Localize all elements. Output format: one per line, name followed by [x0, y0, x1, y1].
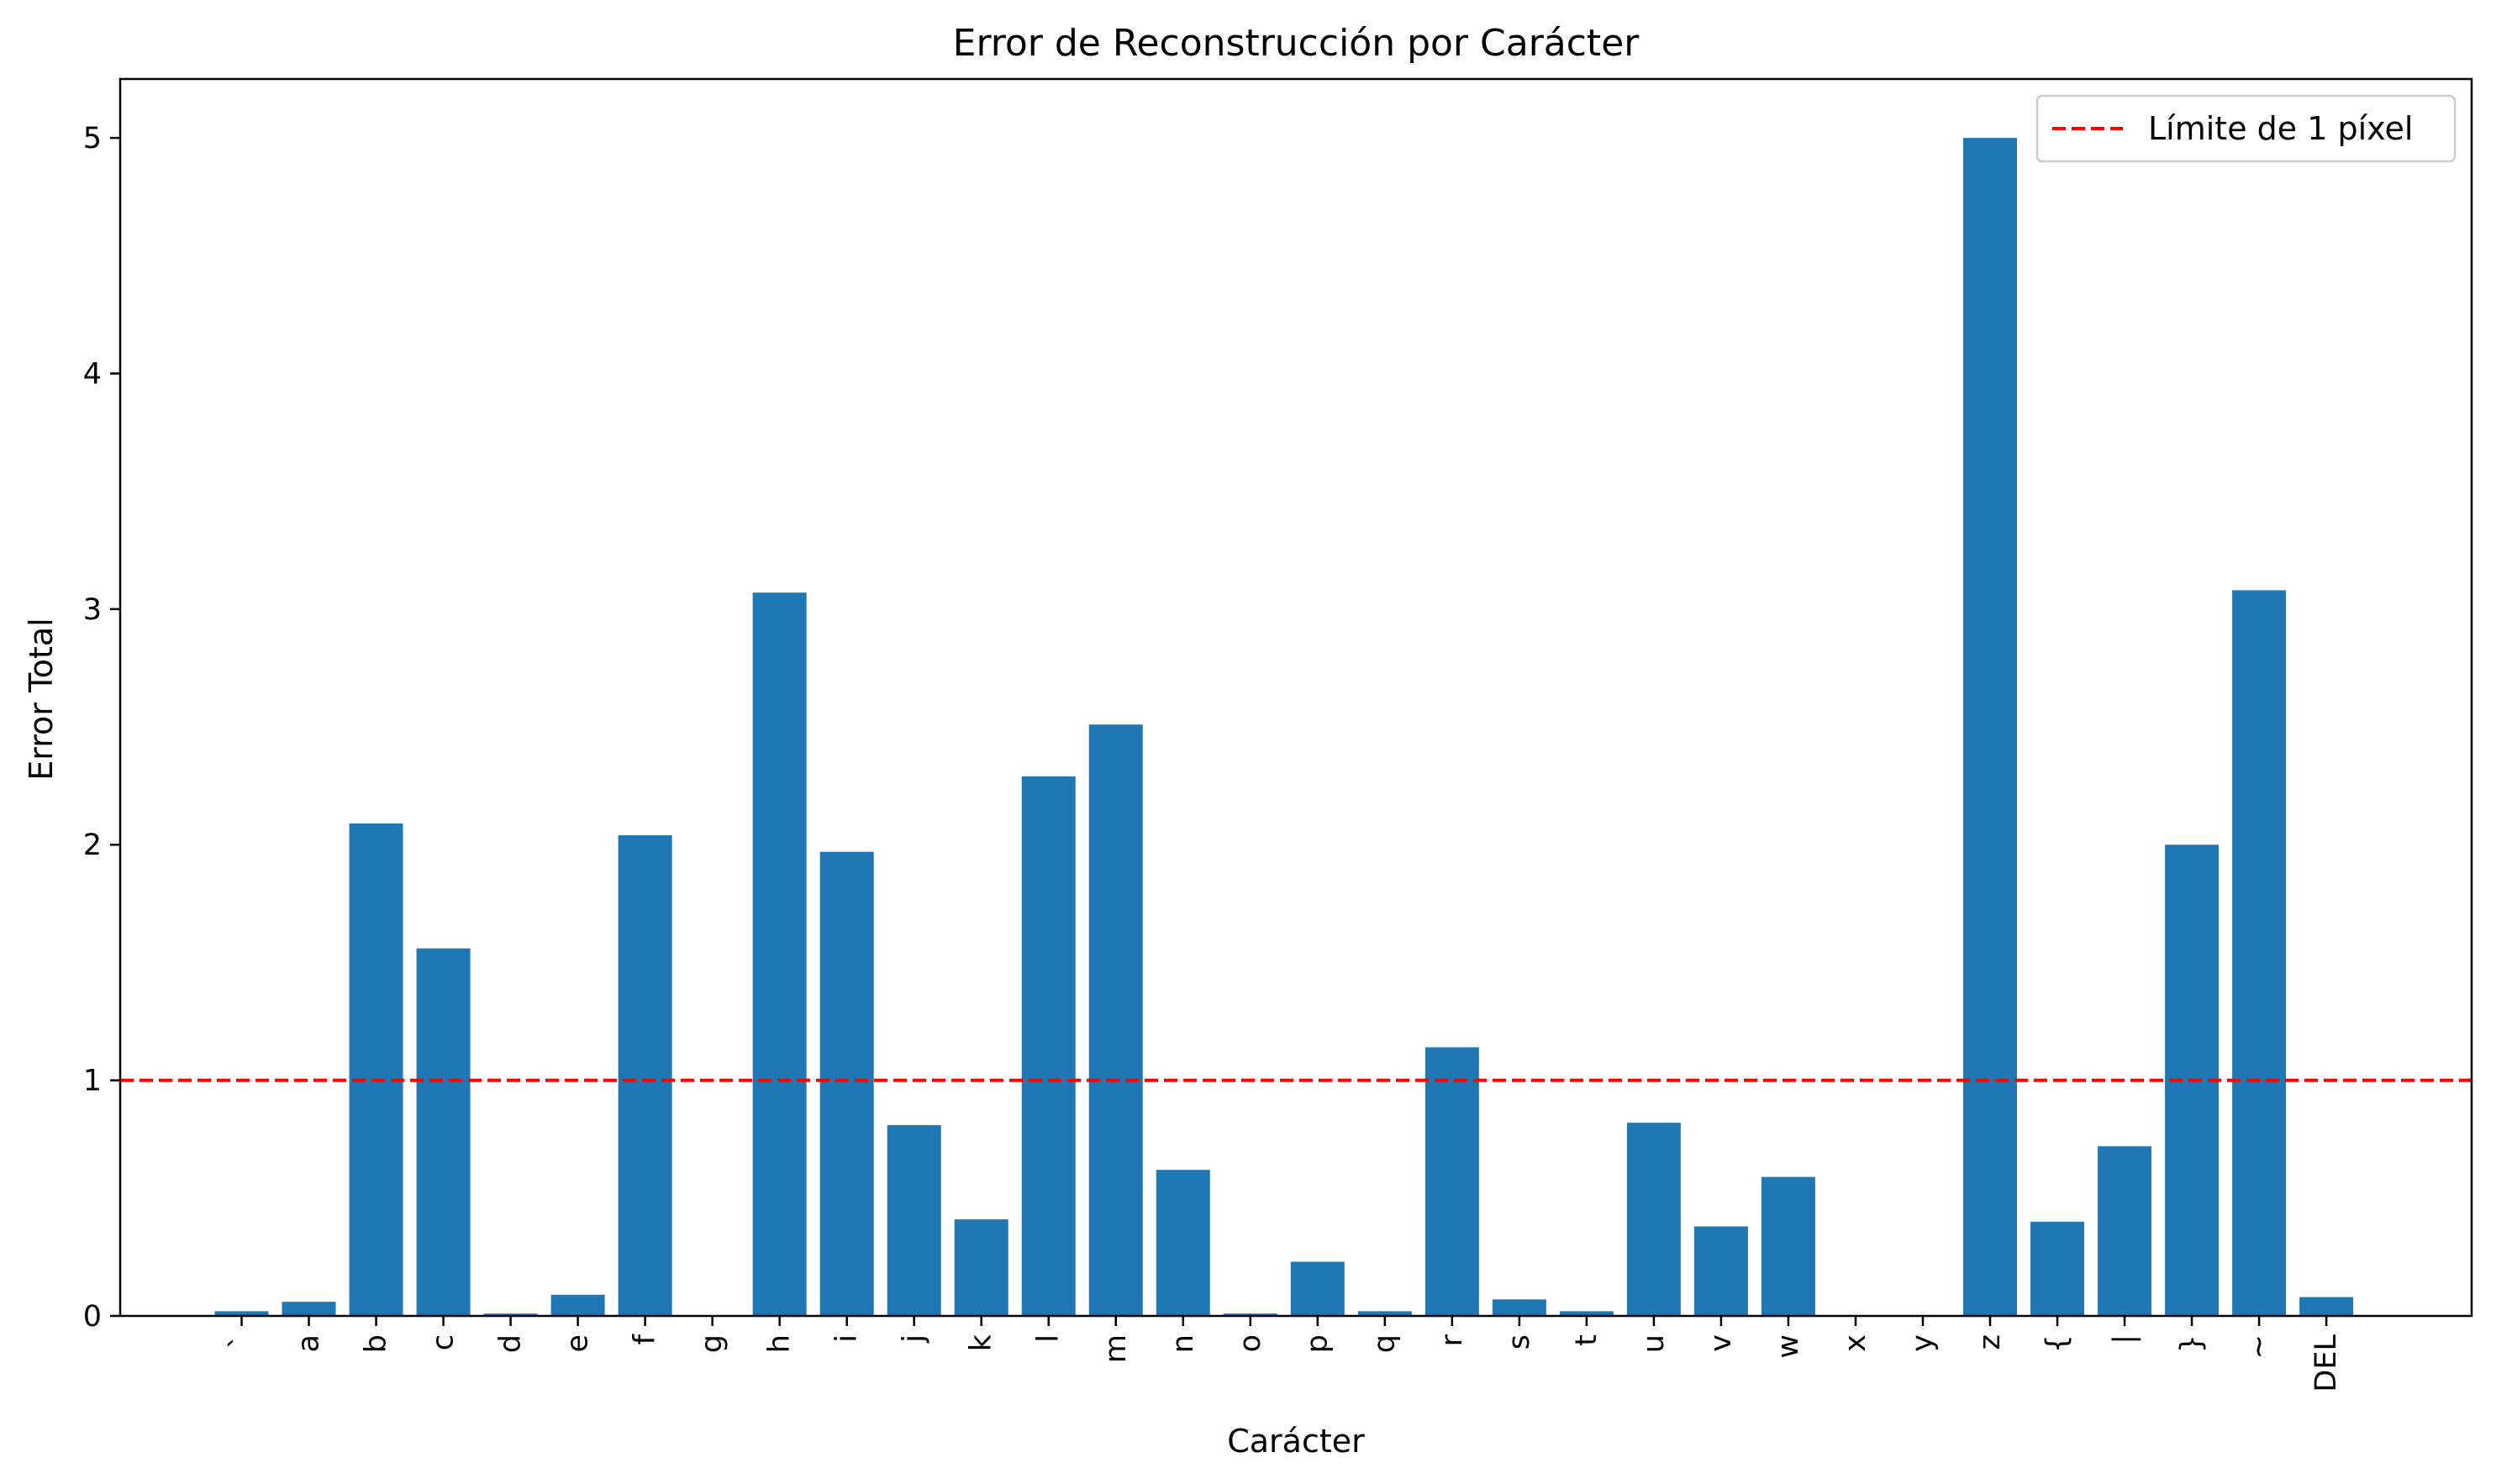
bar-4 [483, 1313, 538, 1316]
legend: Límite de 1 píxel [2035, 94, 2457, 163]
bar-3 [416, 948, 471, 1316]
x-tick-label-21: u [1637, 1334, 1671, 1353]
y-axis-ticks: 0 1 2 3 4 5 [83, 122, 120, 1334]
x-tick-label-4: d [494, 1334, 528, 1353]
x-tick-label-26: z [1973, 1334, 2007, 1350]
bar-17 [1357, 1311, 1412, 1316]
x-tick-label-10: j [898, 1334, 931, 1344]
bar-12 [1021, 776, 1076, 1316]
x-tick-label-24: x [1839, 1334, 1872, 1352]
x-tick-label-9: i [830, 1334, 864, 1343]
x-tick-label-3: c [427, 1334, 461, 1350]
y-tick-label-2: 2 [83, 829, 102, 862]
bar-0 [214, 1311, 269, 1316]
x-tick-label-30: ~ [2242, 1334, 2276, 1359]
x-tick-label-18: r [1435, 1334, 1469, 1346]
x-tick-label-29: } [2175, 1334, 2209, 1353]
legend-entry-reference-line: Límite de 1 píxel [2148, 110, 2413, 147]
x-tick-label-1: a [292, 1334, 326, 1352]
x-tick-label-2: b [360, 1334, 393, 1353]
x-tick-label-16: p [1301, 1334, 1335, 1353]
x-tick-label-6: f [629, 1334, 662, 1345]
y-axis-label: Error Total [23, 618, 60, 780]
bar-31 [2299, 1297, 2354, 1316]
chart-title: Error de Reconstrucción por Carácter [953, 22, 1640, 65]
plot-frame [118, 77, 2473, 1318]
y-tick-label-1: 1 [83, 1065, 102, 1098]
x-tick-label-27: { [2041, 1334, 2074, 1353]
bar-5 [550, 1294, 605, 1316]
x-tick-label-14: n [1166, 1334, 1200, 1353]
x-tick-label-15: o [1234, 1334, 1267, 1352]
bar-18 [1424, 1047, 1479, 1316]
y-tick-label-4: 4 [83, 357, 102, 391]
bar-28 [2098, 1146, 2152, 1316]
bar-14 [1156, 1170, 1210, 1316]
x-axis-label: Carácter [1227, 1423, 1365, 1460]
x-tick-label-31: DEL [2309, 1334, 2343, 1392]
bar-13 [1088, 724, 1143, 1316]
bar-6 [618, 835, 672, 1316]
bar-15 [1223, 1313, 1277, 1316]
bar-8 [752, 592, 807, 1316]
bar-27 [2030, 1221, 2085, 1316]
x-tick-label-5: e [561, 1334, 595, 1353]
bar-19 [1492, 1299, 1546, 1316]
x-tick-label-20: t [1570, 1334, 1603, 1346]
x-axis-ticks: ` a b c d e f g h i j k l m n o p q r s t u v w x y z { |} ~ DEL [225, 1316, 2343, 1392]
y-tick-label-5: 5 [83, 122, 102, 155]
bar-10 [887, 1124, 941, 1316]
x-tick-label-0: ` [225, 1334, 259, 1350]
y-tick-label-3: 3 [83, 593, 102, 627]
bar-22 [1693, 1226, 1748, 1316]
x-tick-label-22: v [1704, 1334, 1738, 1352]
bar-30 [2232, 590, 2287, 1316]
x-tick-label-12: l [1032, 1334, 1066, 1343]
x-tick-label-13: m [1099, 1334, 1133, 1363]
x-tick-label-11: k [965, 1334, 998, 1351]
x-tick-label-17: q [1368, 1334, 1402, 1353]
y-tick-label-0: 0 [83, 1300, 102, 1334]
legend-box [2035, 94, 2457, 163]
bar-9 [819, 851, 874, 1316]
x-tick-label-8: h [763, 1334, 797, 1353]
bar-2 [349, 824, 403, 1316]
bar-20 [1559, 1311, 1614, 1316]
x-tick-label-28: | [2108, 1334, 2141, 1345]
x-tick-label-19: s [1503, 1334, 1536, 1350]
bar-1 [282, 1302, 336, 1316]
bar-16 [1290, 1261, 1345, 1316]
bar-23 [1761, 1176, 1815, 1316]
bar-11 [954, 1219, 1008, 1316]
x-tick-label-25: y [1906, 1334, 1940, 1352]
bar-21 [1626, 1123, 1681, 1316]
bars-group [214, 138, 2354, 1317]
x-tick-label-7: g [696, 1334, 729, 1353]
bar-26 [1963, 138, 2018, 1317]
x-tick-label-23: w [1772, 1334, 1805, 1359]
